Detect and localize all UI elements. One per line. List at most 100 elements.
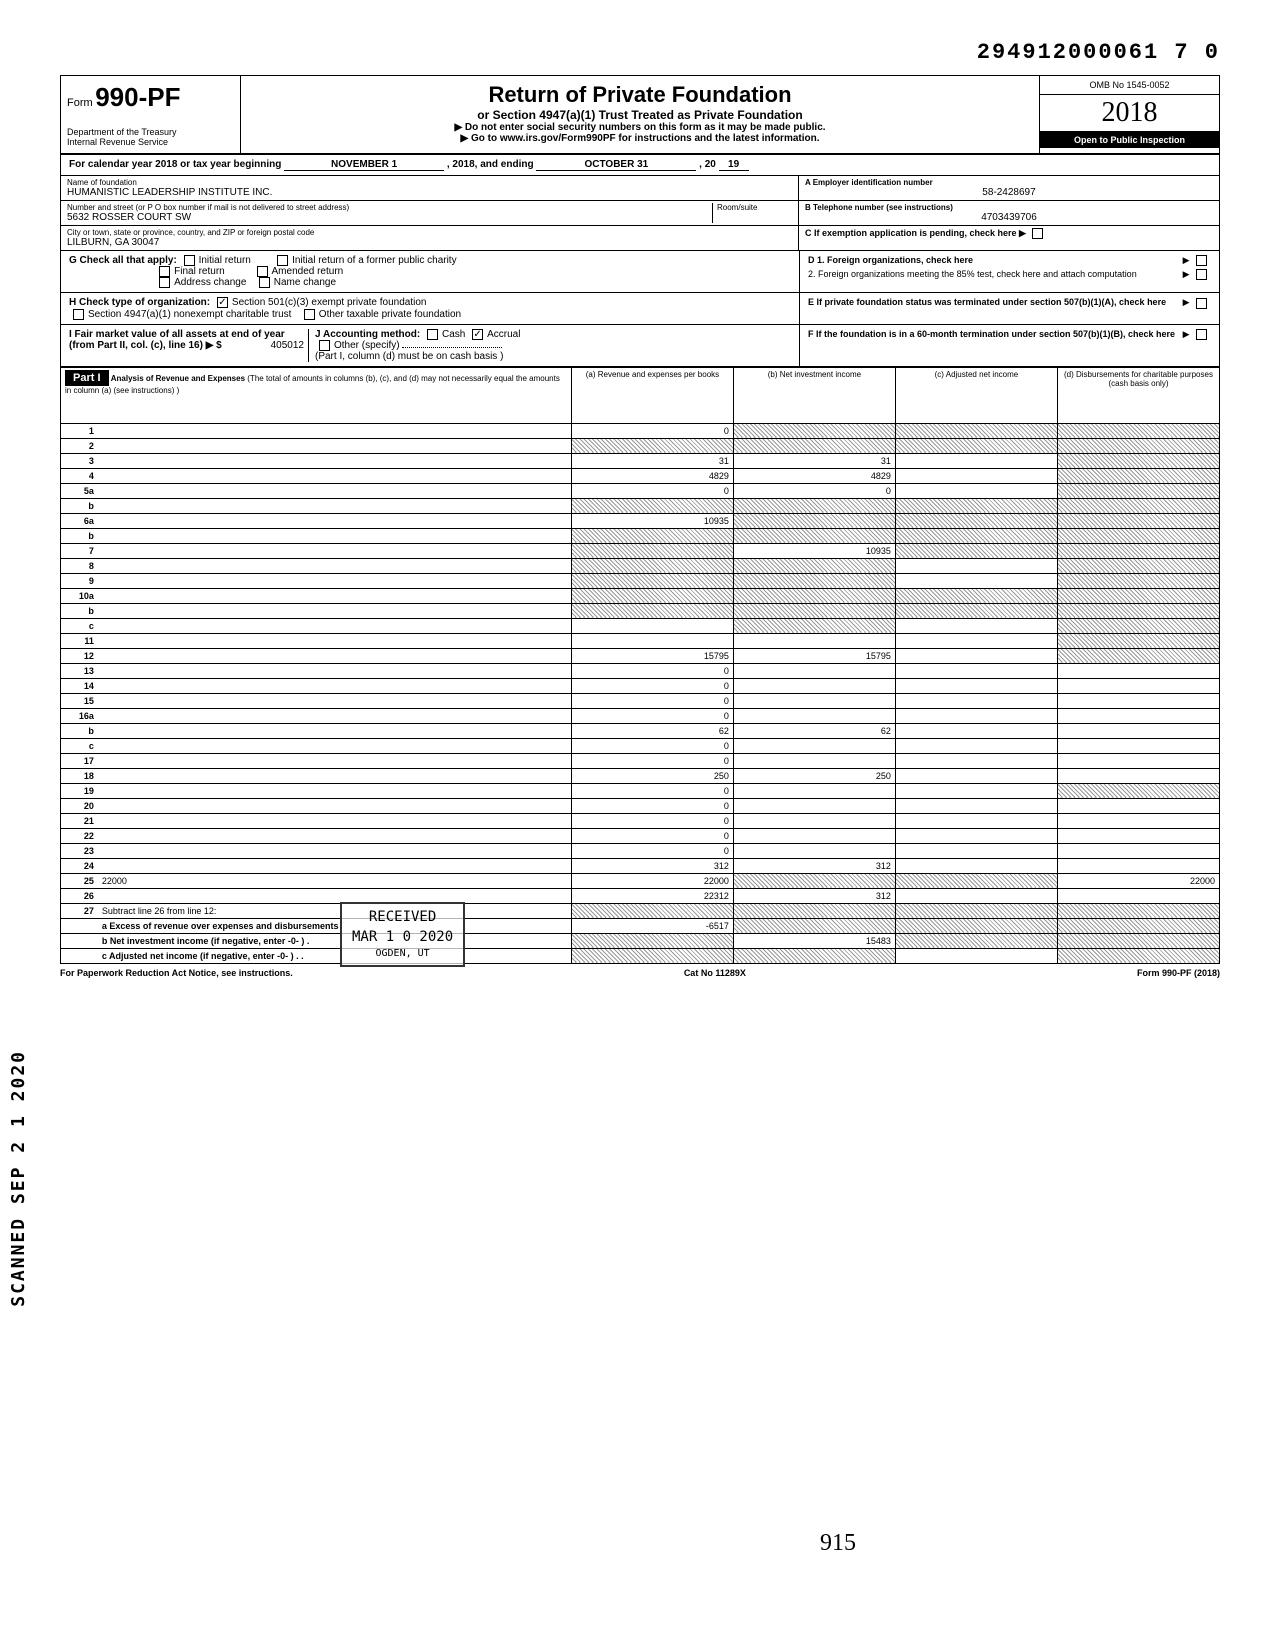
value-cell (733, 813, 895, 828)
value-cell (895, 843, 1057, 858)
value-cell (571, 603, 733, 618)
h-501c3-checkbox[interactable]: ✓ (217, 297, 228, 308)
value-cell (1057, 723, 1219, 738)
line-desc (98, 888, 572, 903)
inspection-label: Open to Public Inspection (1040, 132, 1219, 148)
addr-value: 5632 ROSSER COURT SW (67, 212, 712, 223)
line-number: 26 (61, 888, 98, 903)
line-desc (98, 423, 572, 438)
part1-title: Analysis of Revenue and Expenses (111, 374, 245, 383)
info-left: Name of foundation HUMANISTIC LEADERSHIP… (61, 176, 799, 250)
value-cell (1057, 693, 1219, 708)
initial-former-checkbox[interactable] (277, 255, 288, 266)
g-label: G Check all that apply: (69, 255, 177, 266)
d2-label: 2. Foreign organizations meeting the 85%… (808, 269, 1137, 279)
table-row: 18250250 (61, 768, 1220, 783)
table-row: 5a00 (61, 483, 1220, 498)
value-cell (1057, 708, 1219, 723)
value-cell (733, 828, 895, 843)
value-cell (1057, 678, 1219, 693)
table-row: 190 (61, 783, 1220, 798)
line-desc (98, 768, 572, 783)
final-checkbox[interactable] (159, 266, 170, 277)
value-cell (733, 753, 895, 768)
line-number: 4 (61, 468, 98, 483)
value-cell: 62 (571, 723, 733, 738)
cal-mid: , 2018, and ending (447, 159, 534, 170)
phone-label: B Telephone number (see instructions) (805, 203, 1213, 212)
name-change-checkbox[interactable] (259, 277, 270, 288)
table-row: 2622312312 (61, 888, 1220, 903)
table-row: 210 (61, 813, 1220, 828)
addr-label: Number and street (or P O box number if … (67, 203, 712, 212)
table-row: 130 (61, 663, 1220, 678)
table-row: 6a10935 (61, 513, 1220, 528)
value-cell (1057, 738, 1219, 753)
value-cell (895, 528, 1057, 543)
line-number: 3 (61, 453, 98, 468)
value-cell: 0 (733, 483, 895, 498)
value-cell (571, 633, 733, 648)
j-accrual-checkbox[interactable]: ✓ (472, 329, 483, 340)
j-cash-checkbox[interactable] (427, 329, 438, 340)
info-section: Name of foundation HUMANISTIC LEADERSHIP… (60, 176, 1220, 251)
table-row: 220 (61, 828, 1220, 843)
name-label: Name of foundation (67, 178, 792, 187)
phone-row: B Telephone number (see instructions) 47… (799, 201, 1219, 226)
j-other: Other (specify) (334, 340, 400, 351)
h-opt1: Section 501(c)(3) exempt private foundat… (232, 298, 427, 309)
value-cell: 0 (571, 693, 733, 708)
f-checkbox[interactable] (1196, 329, 1207, 340)
footer-left: For Paperwork Reduction Act Notice, see … (60, 968, 293, 978)
addr-change-checkbox[interactable] (159, 277, 170, 288)
value-cell (571, 543, 733, 558)
h-4947-checkbox[interactable] (73, 309, 84, 320)
j-other-checkbox[interactable] (319, 340, 330, 351)
document-number: 294912000061 7 0 (60, 40, 1220, 65)
line-number: 7 (61, 543, 98, 558)
value-cell (895, 783, 1057, 798)
line-number: 16a (61, 708, 98, 723)
value-cell (571, 558, 733, 573)
c-checkbox[interactable] (1032, 228, 1043, 239)
value-cell (733, 618, 895, 633)
value-cell: 312 (733, 888, 895, 903)
line-desc (98, 513, 572, 528)
e-checkbox[interactable] (1196, 298, 1207, 309)
d2-checkbox[interactable] (1196, 269, 1207, 280)
line-desc (98, 468, 572, 483)
value-cell (1057, 603, 1219, 618)
initial-checkbox[interactable] (184, 255, 195, 266)
line-desc (98, 828, 572, 843)
value-cell: 10935 (733, 543, 895, 558)
table-row: b6262 (61, 723, 1220, 738)
value-cell (733, 528, 895, 543)
received-date: MAR 1 0 2020 (352, 928, 453, 948)
line-number: b (61, 723, 98, 738)
amended-checkbox[interactable] (257, 266, 268, 277)
name-change-label: Name change (274, 277, 336, 288)
j-accrual: Accrual (487, 329, 520, 340)
line-desc (98, 678, 572, 693)
value-cell (895, 678, 1057, 693)
table-row: 25220002200022000 (61, 873, 1220, 888)
cal-end: OCTOBER 31 (536, 159, 696, 171)
line-desc: 22000 (98, 873, 572, 888)
line-number: 10a (61, 588, 98, 603)
f-label: F If the foundation is in a 60-month ter… (808, 329, 1175, 339)
e-label: E If private foundation status was termi… (808, 297, 1166, 307)
line-number: 23 (61, 843, 98, 858)
col-a-header: (a) Revenue and expenses per books (571, 367, 733, 423)
value-cell (1057, 453, 1219, 468)
value-cell (1057, 468, 1219, 483)
line-desc (98, 483, 572, 498)
d1-label: D 1. Foreign organizations, check here (808, 255, 973, 265)
j-label: J Accounting method: (315, 329, 420, 340)
g-row: G Check all that apply: Initial return I… (60, 251, 1220, 293)
value-cell: 31 (733, 453, 895, 468)
d1-checkbox[interactable] (1196, 255, 1207, 266)
line-desc (98, 693, 572, 708)
table-row: b (61, 528, 1220, 543)
line-desc (98, 738, 572, 753)
h-other-checkbox[interactable] (304, 309, 315, 320)
